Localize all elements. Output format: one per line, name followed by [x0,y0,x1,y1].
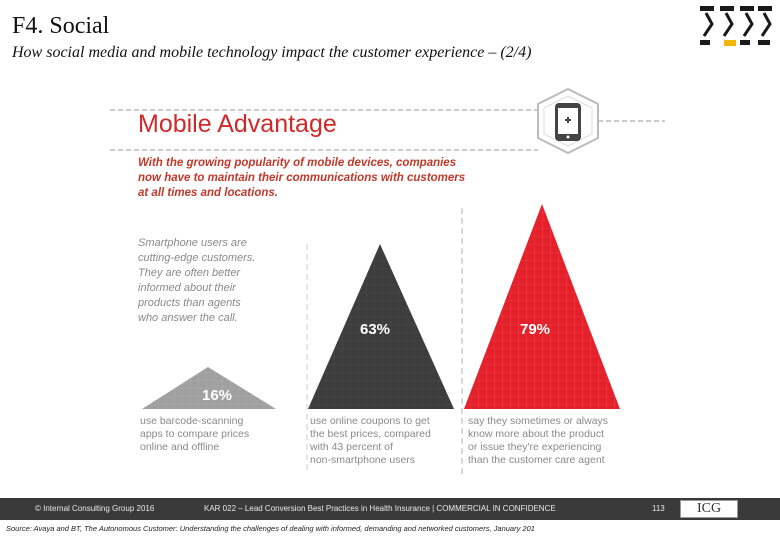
caption-line: say they sometimes or always [468,415,608,427]
company-logo-icon [700,6,772,46]
caption-line: than the customer care agent [468,454,605,466]
caption-line: use online coupons to get [310,415,430,427]
stat-caption-63: use online coupons to get the best price… [309,415,434,466]
source-citation: Source: Avaya and BT, The Autonomous Cus… [6,524,535,533]
stat-value-79: 79% [520,321,550,338]
stat-triangle-79 [464,204,620,409]
caption-line: know more about the product [468,428,604,440]
stat-caption-79: say they sometimes or always know more a… [468,415,611,466]
intro-text: With the growing popularity of mobile de… [138,157,468,199]
slide-subtitle: How social media and mobile technology i… [12,44,532,61]
smartphone-plus-icon [555,103,581,141]
stat-value-63: 63% [360,321,390,338]
page-number: 113 [652,504,665,513]
side-note-line: informed about their [138,282,237,294]
footer-bar [0,498,780,520]
caption-line: or issue they're experiencing [468,441,601,453]
caption-line: non-smartphone users [310,454,415,466]
caption-line: the best prices, compared [310,428,431,440]
slide-title: F4. Social [12,13,110,39]
caption-line: with 43 percent of [309,441,393,453]
intro-line: at all times and locations. [138,187,278,199]
stat-caption-16: use barcode-scanning apps to compare pri… [140,415,252,453]
infographic-heading: Mobile Advantage [138,110,337,138]
stat-triangle-63 [308,244,454,409]
side-note-line: They are often better [138,267,241,279]
intro-line: now have to maintain their communication… [138,172,465,184]
side-note-line: Smartphone users are [138,237,247,249]
stat-value-16: 16% [202,387,232,404]
stat-triangle-16 [142,367,276,409]
intro-line: With the growing popularity of mobile de… [138,157,456,169]
caption-line: apps to compare prices [140,428,249,440]
caption-line: online and offline [140,441,219,453]
caption-line: use barcode-scanning [140,415,243,427]
footer-logo-text: ICG [696,501,722,516]
hexagon-badge [537,87,599,155]
footer-project-label: KAR 022 – Lead Conversion Best Practices… [204,504,556,513]
mobile-advantage-infographic: Mobile Advantage With the growing popula… [110,84,665,476]
footer-copyright: © Internal Consulting Group 2016 [35,504,155,513]
side-note-line: who answer the call. [138,312,238,324]
side-note: Smartphone users are cutting-edge custom… [137,237,258,324]
side-note-line: cutting-edge customers. [138,252,255,264]
footer-logo: ICG [680,500,738,518]
side-note-line: products than agents [137,297,241,309]
